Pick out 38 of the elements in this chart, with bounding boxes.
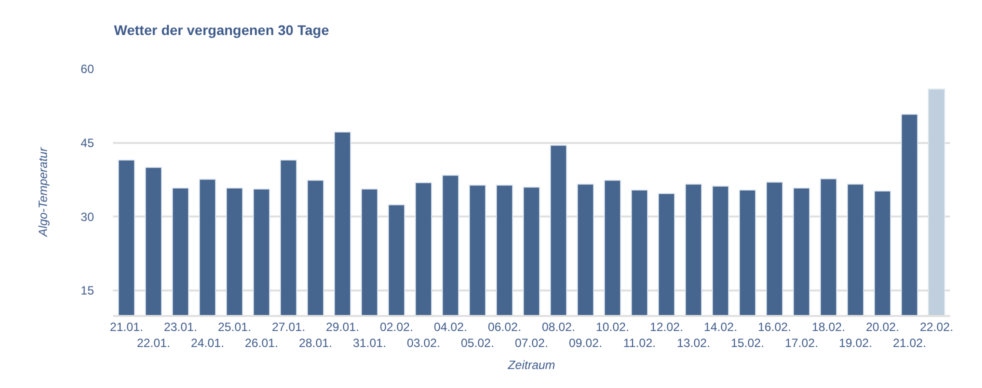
x-tick-label: 19.02.: [838, 336, 872, 350]
x-tick-label: 13.02.: [676, 336, 710, 350]
y-tick-label: 30: [80, 210, 94, 224]
x-tick-label: 27.01.: [272, 320, 306, 334]
x-tick-label: 02.02.: [380, 320, 414, 334]
x-tick-label: 22.01.: [136, 336, 170, 350]
x-tick-label: 07.02.: [514, 336, 548, 350]
x-tick-label: 15.02.: [730, 336, 764, 350]
x-tick-label: 29.01.: [326, 320, 360, 334]
x-tick-label: 14.02.: [704, 320, 738, 334]
x-tick-label: 06.02.: [488, 320, 522, 334]
x-tick-label: 18.02.: [812, 320, 846, 334]
x-tick-label: 09.02.: [568, 336, 602, 350]
y-axis-title: Algo-Temperatur: [36, 146, 50, 238]
y-tick-label: 15: [80, 284, 94, 298]
y-tick-label: 45: [80, 136, 94, 150]
x-tick-label: 22.02.: [920, 320, 954, 334]
x-tick-label: 21.02.: [892, 336, 926, 350]
x-tick-label: 08.02.: [542, 320, 576, 334]
x-tick-label: 10.02.: [596, 320, 630, 334]
x-tick-label: 03.02.: [406, 336, 440, 350]
x-tick-label: 21.01.: [110, 320, 144, 334]
y-tick-label: 60: [80, 62, 94, 76]
x-tick-label: 24.01.: [190, 336, 224, 350]
x-tick-label: 25.01.: [218, 320, 252, 334]
x-tick-label: 05.02.: [460, 336, 494, 350]
x-tick-label: 17.02.: [784, 336, 818, 350]
x-tick-label: 26.01.: [244, 336, 278, 350]
chart-title: Wetter der vergangenen 30 Tage: [114, 22, 330, 38]
x-tick-label: 23.01.: [164, 320, 198, 334]
x-tick-label: 20.02.: [866, 320, 900, 334]
x-tick-label: 11.02.: [623, 336, 656, 350]
x-tick-label: 28.01.: [298, 336, 332, 350]
x-axis-title: Zeitraum: [506, 358, 556, 372]
x-tick-label: 12.02.: [650, 320, 684, 334]
x-tick-label: 16.02.: [758, 320, 792, 334]
x-tick-label: 31.01.: [352, 336, 386, 350]
x-tick-label: 04.02.: [434, 320, 468, 334]
